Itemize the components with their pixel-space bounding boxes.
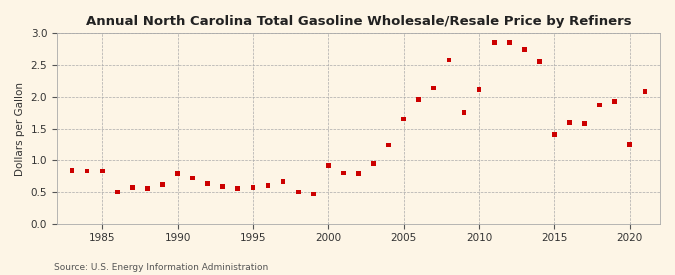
Point [429, 86, 439, 90]
Point [323, 163, 333, 167]
Point [293, 190, 304, 194]
Point [248, 185, 259, 190]
Point [624, 142, 635, 147]
Point [564, 120, 575, 124]
Point [142, 187, 153, 191]
Point [398, 117, 409, 121]
Point [232, 186, 243, 190]
Point [187, 176, 198, 180]
Point [308, 192, 319, 196]
Point [489, 41, 500, 45]
Point [383, 143, 394, 147]
Point [504, 40, 514, 45]
Point [368, 161, 379, 166]
Point [549, 133, 560, 137]
Point [639, 89, 650, 93]
Point [579, 121, 590, 126]
Point [277, 180, 288, 184]
Point [202, 182, 213, 186]
Point [217, 184, 228, 189]
Point [127, 185, 138, 190]
Point [534, 60, 545, 64]
Point [157, 182, 168, 187]
Point [519, 48, 530, 52]
Point [594, 103, 605, 107]
Point [474, 88, 485, 92]
Point [413, 97, 424, 101]
Point [67, 168, 78, 173]
Point [112, 190, 123, 194]
Point [263, 183, 273, 188]
Point [458, 111, 469, 115]
Point [610, 100, 620, 104]
Y-axis label: Dollars per Gallon: Dollars per Gallon [15, 82, 25, 175]
Title: Annual North Carolina Total Gasoline Wholesale/Resale Price by Refiners: Annual North Carolina Total Gasoline Who… [86, 15, 631, 28]
Point [353, 171, 364, 176]
Point [443, 58, 454, 62]
Text: Source: U.S. Energy Information Administration: Source: U.S. Energy Information Administ… [54, 263, 268, 272]
Point [172, 171, 183, 176]
Point [338, 171, 349, 175]
Point [82, 169, 92, 173]
Point [97, 169, 107, 173]
